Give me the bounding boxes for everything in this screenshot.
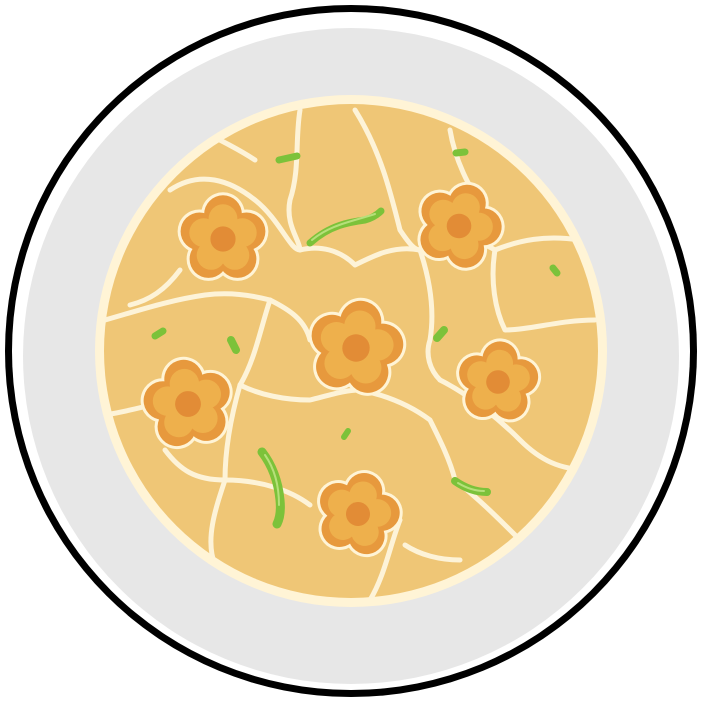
herb-piece — [433, 326, 448, 342]
flower-garnish-icon — [417, 181, 505, 271]
flower-garnish-icon — [140, 356, 233, 450]
herb-piece — [227, 336, 240, 354]
flower-center — [346, 502, 370, 526]
flower-center — [342, 334, 370, 362]
herb-piece — [549, 264, 561, 277]
herb-piece — [341, 428, 351, 440]
flower-garnish-icon — [177, 192, 269, 281]
flower-garnish-icon — [317, 470, 403, 558]
dish-icon — [95, 95, 607, 607]
herb-piece — [264, 454, 280, 506]
flower-garnishes — [140, 181, 542, 558]
flower-center — [175, 391, 201, 417]
flower-center — [446, 213, 472, 239]
herb-piece — [275, 152, 301, 164]
herb-piece — [151, 327, 167, 340]
flower-center — [486, 370, 510, 394]
herb-piece — [457, 482, 485, 492]
flower-garnish-icon — [308, 297, 407, 396]
herb-piece — [452, 148, 469, 157]
herb-piece — [311, 213, 376, 241]
flower-center — [210, 226, 236, 252]
flower-garnish-icon — [456, 338, 542, 423]
herb-sprinkle-icon — [151, 148, 561, 529]
